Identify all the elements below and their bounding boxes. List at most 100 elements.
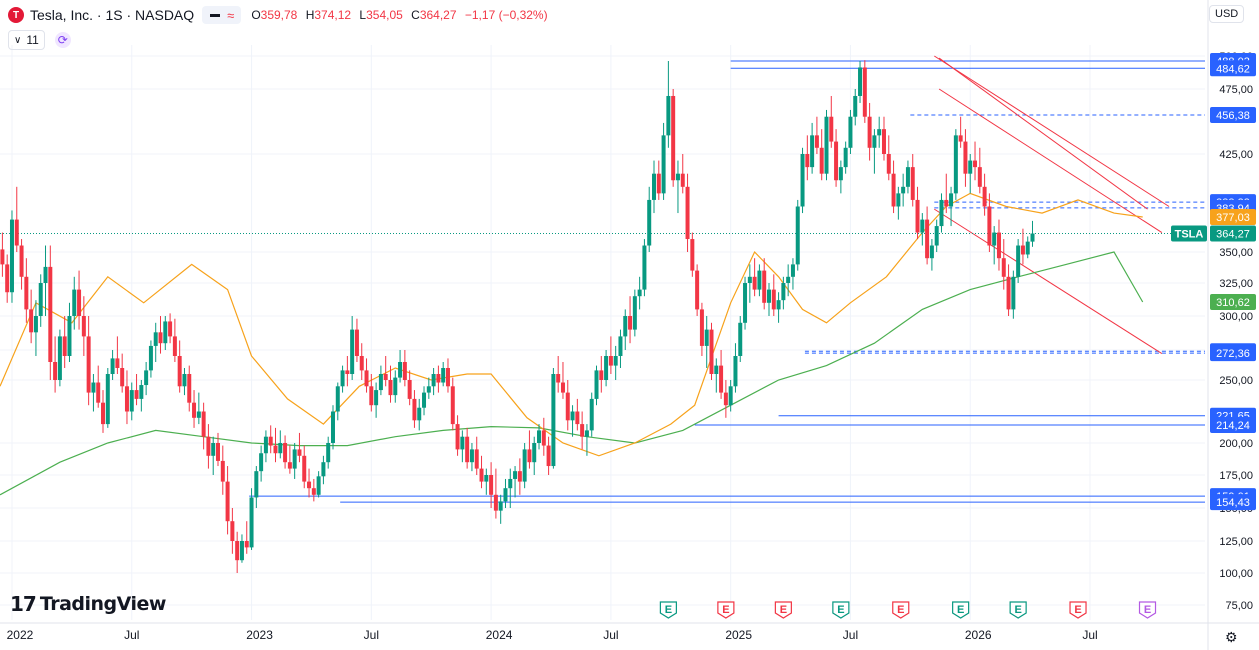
price-axis-tick-label: 75,00 [1225, 600, 1253, 612]
candle-body [786, 276, 791, 283]
candle-body [958, 135, 963, 142]
candle-body [747, 276, 752, 283]
time-axis-tick-label: 2023 [246, 628, 273, 642]
candle-body [848, 116, 853, 148]
candle-body [436, 374, 441, 383]
candle-body [719, 365, 724, 393]
candle-body [867, 116, 872, 148]
open-label: O [251, 8, 261, 22]
tradingview-logo[interactable]: 17 TradingView [10, 592, 166, 616]
candle-body [728, 386, 733, 406]
price-marker-badge [1210, 417, 1256, 434]
time-axis-tick-label: Jul [843, 628, 858, 642]
symbol-price-tag-label: TSLA [1175, 229, 1204, 241]
candle-body [843, 147, 848, 168]
trend-line [938, 57, 1148, 210]
close-label: C [411, 8, 420, 22]
candle-body [182, 374, 187, 387]
indicators-row: ∨ 11 ⟳ [8, 30, 71, 50]
candle-body [235, 541, 240, 561]
candle-body [929, 245, 934, 259]
candle-body [340, 370, 345, 387]
candle-body [982, 186, 987, 207]
candle-body [393, 377, 398, 396]
trend-line [934, 55, 1170, 207]
candle-body [354, 329, 359, 356]
currency-button[interactable]: USD [1209, 5, 1245, 23]
candle-body [939, 199, 944, 227]
candle-body [532, 443, 537, 463]
candle-body [834, 141, 839, 181]
candle-body [441, 368, 446, 383]
candle-body [158, 332, 163, 344]
candle-body [642, 245, 647, 290]
candle-body [5, 264, 10, 293]
candle-body [307, 481, 312, 489]
price-axis-tick-label: 300,00 [1219, 311, 1253, 323]
price-marker-badge [1210, 494, 1256, 511]
candle-body [445, 368, 450, 387]
price-marker-label: 272,36 [1216, 348, 1250, 360]
price-axis-tick-label: 350,00 [1219, 247, 1253, 259]
price-axis-tick-label: 125,00 [1219, 536, 1253, 548]
candle-body [9, 219, 14, 293]
candle-body [565, 392, 570, 421]
candle-body [249, 497, 254, 548]
symbol-title[interactable]: Tesla, Inc. · 1S · NASDAQ [30, 7, 195, 23]
settings-gear-icon[interactable]: ⚙ [1225, 629, 1238, 645]
indicators-toggle-button[interactable]: ∨ 11 [8, 30, 45, 50]
candle-body [987, 206, 992, 246]
candle-body [484, 475, 489, 482]
candle-body [819, 147, 824, 174]
candle-body [522, 449, 527, 482]
candle-body [1016, 245, 1021, 277]
minus-icon [210, 13, 221, 17]
candle-body [316, 476, 321, 495]
candle-body [273, 445, 278, 454]
candle-body [254, 471, 259, 498]
candle-body [853, 95, 858, 117]
candle-body [465, 436, 470, 463]
candle-body [632, 296, 637, 330]
candle-body [910, 167, 915, 200]
price-marker-label: 154,43 [1216, 497, 1250, 509]
price-axis-tick-label: 200,00 [1219, 438, 1253, 450]
earnings-marker-letter: E [665, 604, 672, 616]
earnings-marker-letter: E [722, 604, 729, 616]
candle-body [407, 380, 412, 399]
tradingview-wordmark: TradingView [39, 593, 167, 615]
earnings-marker-icon [832, 601, 850, 619]
candle-body [163, 321, 168, 344]
candle-body [1001, 258, 1006, 277]
price-marker-badge [1210, 225, 1256, 242]
candle-body [259, 453, 264, 472]
candle-body [680, 173, 685, 187]
candle-body [925, 219, 930, 259]
candle-body [53, 362, 58, 380]
candle-body [134, 390, 139, 399]
candle-body [211, 443, 216, 456]
chart-type-toggle[interactable]: ≈ [202, 6, 242, 24]
candle-body [311, 488, 316, 495]
candle-body [72, 289, 77, 316]
time-axis-tick-label: Jul [124, 628, 139, 642]
candle-body [24, 276, 29, 310]
candle-body [949, 193, 954, 207]
candle-body [378, 374, 383, 391]
candle-body [1011, 276, 1016, 310]
candle-body [168, 321, 173, 337]
candle-body [489, 475, 494, 495]
candle-body [326, 443, 331, 463]
symbol-price-tag [1171, 225, 1207, 242]
candle-body [647, 199, 652, 246]
candle-body [0, 249, 5, 265]
candle-body [805, 154, 810, 168]
time-axis-tick-label: 2025 [725, 628, 752, 642]
sync-icon[interactable]: ⟳ [54, 32, 71, 48]
earnings-marker-icon [1069, 601, 1087, 619]
candle-body [858, 67, 863, 96]
price-marker-badge [1210, 293, 1256, 310]
close-value: 364,27 [419, 8, 457, 22]
candle-body [508, 478, 513, 489]
